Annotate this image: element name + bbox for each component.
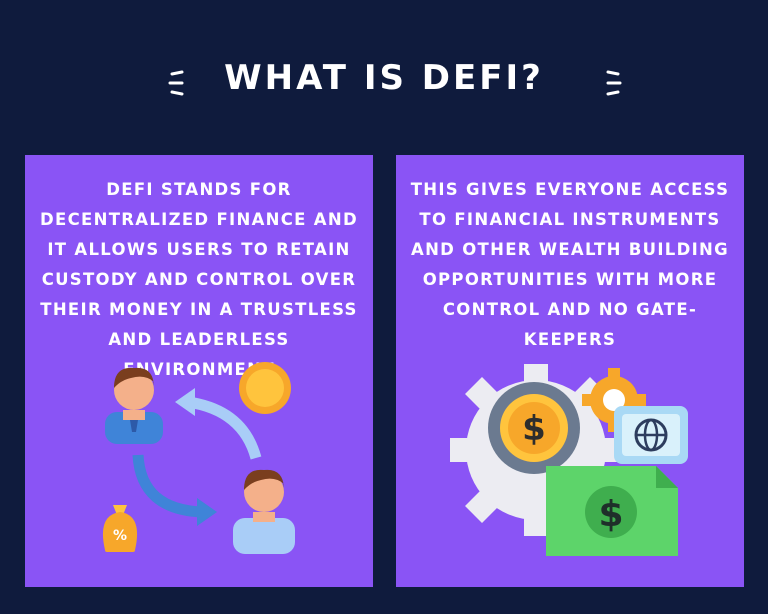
exchange-people-icon: % bbox=[102, 362, 295, 554]
defi-definition-card: DEFI STANDS FOR DECENTRALIZED FINANCE AN… bbox=[25, 155, 373, 587]
money-bag-icon: % bbox=[102, 505, 138, 552]
finance-gears-icon: $ $ bbox=[450, 364, 688, 556]
person-icon bbox=[233, 469, 295, 554]
definition-text: DEFI STANDS FOR DECENTRALIZED FINANCE AN… bbox=[40, 180, 358, 379]
money-document-icon: $ bbox=[546, 466, 678, 556]
svg-text:$: $ bbox=[522, 409, 546, 449]
dollar-gear-icon: $ bbox=[488, 382, 580, 474]
page-title: WHAT IS DEFI? bbox=[224, 58, 544, 98]
defi-access-card: THIS GIVES EVERYONE ACCESS TO FINANCIAL … bbox=[396, 155, 744, 587]
left-accent-icon bbox=[168, 70, 184, 96]
person-icon bbox=[105, 367, 163, 444]
coin-icon bbox=[239, 362, 291, 414]
globe-card-icon bbox=[614, 406, 688, 464]
svg-text:$: $ bbox=[598, 494, 623, 535]
access-text: THIS GIVES EVERYONE ACCESS TO FINANCIAL … bbox=[410, 180, 730, 349]
svg-text:%: % bbox=[113, 528, 127, 544]
right-accent-icon bbox=[606, 70, 622, 96]
